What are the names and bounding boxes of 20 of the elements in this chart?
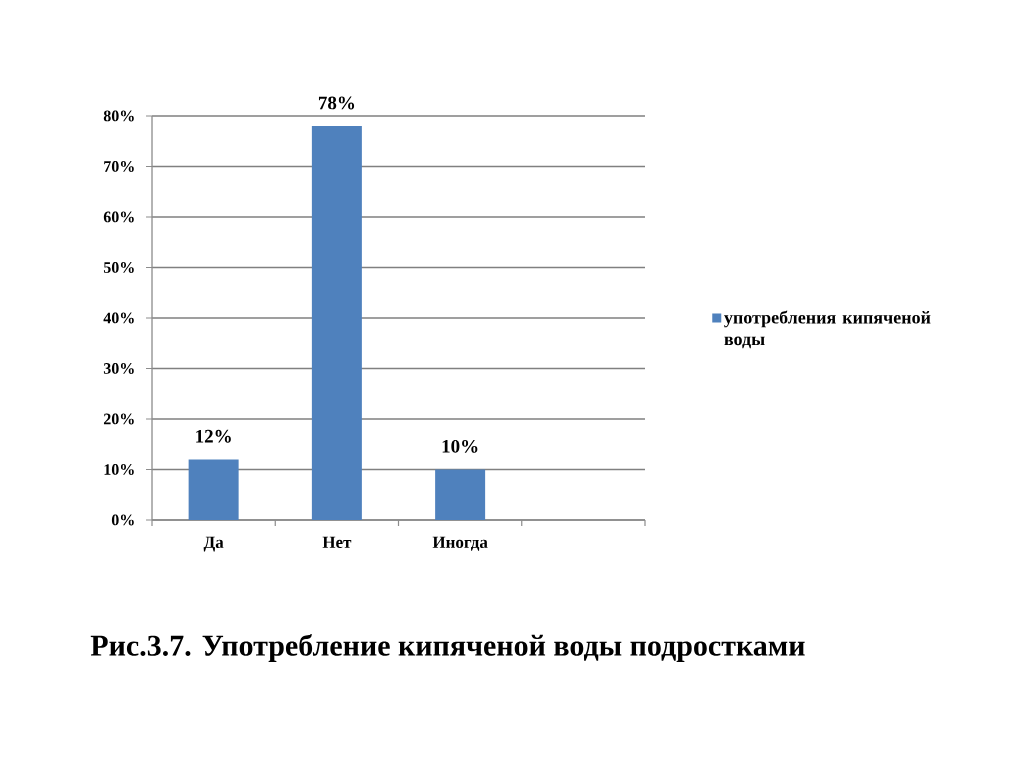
data-label: 78% (318, 96, 355, 110)
y-tick-label: 50% (103, 262, 134, 273)
y-tick-label: 10% (104, 464, 134, 475)
y-tick-label: 30% (103, 363, 134, 374)
bar (435, 469, 486, 520)
x-tick-label: Иногда (432, 536, 488, 551)
y-tick-label: 40% (103, 312, 134, 324)
y-tick-label: 0% (111, 514, 134, 526)
bar (188, 459, 239, 520)
x-tick-label: Да (203, 536, 224, 552)
text: Рис.3.7. Употребление кипяченой воды подростками (90, 634, 805, 662)
y-tick-label: 70% (104, 161, 134, 172)
x-tick-label: Нет (322, 536, 352, 548)
data-label: 10% (442, 439, 478, 453)
legend-label: употребления кипяченой воды (724, 310, 931, 349)
data-label: 12% (196, 429, 231, 443)
y-tick-label: 60% (103, 211, 134, 223)
y-tick-label: 80% (103, 110, 134, 122)
bar (311, 126, 362, 520)
y-tick-label: 20% (103, 413, 134, 425)
